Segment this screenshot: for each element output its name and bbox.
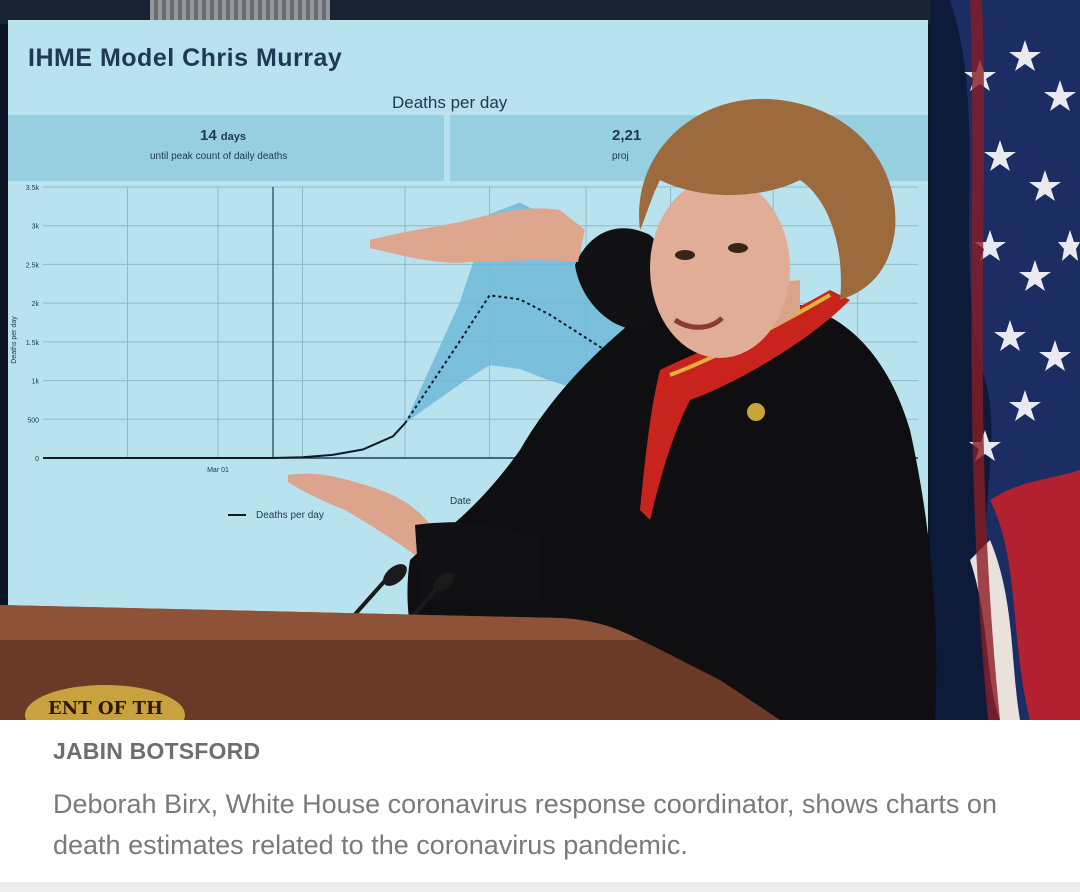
news-photo: IHME Model Chris Murray Deaths per day 1… [0,0,1080,720]
y-tick-label: 500 [27,417,39,424]
presenter-figure [288,98,937,720]
seal-icon [25,685,185,720]
y-tick-label: 2.5k [26,262,40,269]
days-unit: days [220,131,246,143]
caption-text: Deborah Birx, White House coronavirus re… [53,789,997,860]
y-tick-label: 0 [35,456,39,463]
chart-title: Deaths per day [392,93,508,112]
series-actual-line [43,422,406,459]
stat-card-days: 14 days until peak count of daily deaths [8,115,444,181]
photo-credit: JABIN BOTSFORD [53,738,261,764]
y-tick-label: 1k [32,379,40,386]
days-caption: until peak count of daily deaths [150,151,288,162]
podium: ENT OF TH [0,605,780,720]
projected-caption: proj [612,151,629,162]
projected-value: 2,21 [612,127,642,144]
x-axis-label: Date [450,496,472,507]
y-tick-label: 3.5k [26,185,40,192]
legend-actual-label: Deaths per day [256,510,324,521]
photo-caption: JABIN BOTSFORD Deborah Birx, White House… [0,720,1080,892]
seal-text: ENT OF TH [48,698,163,719]
divider [0,882,1080,892]
screen-title: IHME Model Chris Murray [28,44,343,72]
y-axis-label: Deaths per day [11,316,18,364]
x-tick-label: Mar 01 [207,467,229,474]
y-tick-label: 1.5k [26,340,40,347]
us-flag [930,0,1080,720]
days-value: 14 [200,127,217,144]
y-tick-label: 2k [32,301,40,308]
y-tick-label: 3k [32,224,40,231]
